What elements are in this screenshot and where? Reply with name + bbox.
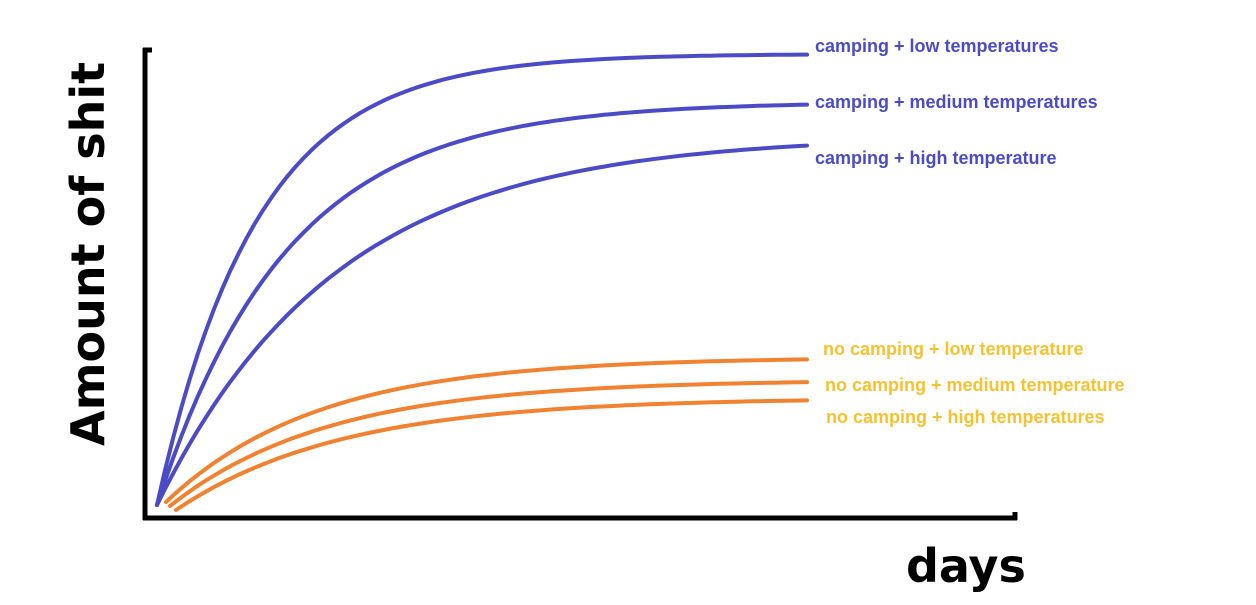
series-lines [155,52,809,512]
series-label-2: camping + medium temperatures [815,92,1098,112]
series-labels: camping + low temperatures camping + medi… [815,36,1125,427]
x-axis-label: days [906,539,1026,593]
series-line-4 [164,357,809,504]
y-axis-label: Amount of shit [61,62,115,446]
series-line-3 [155,143,809,507]
series-line-1 [155,52,809,507]
series-label-4: no camping + low temperature [823,339,1084,359]
series-label-6: no camping + high temperatures [826,407,1105,427]
series-label-5: no camping + medium temperature [825,375,1125,395]
series-line-2 [155,102,809,507]
series-label-1: camping + low temperatures [815,36,1059,56]
series-line-6 [174,398,809,512]
series-line-5 [168,380,809,508]
series-label-3: camping + high temperature [815,148,1057,168]
